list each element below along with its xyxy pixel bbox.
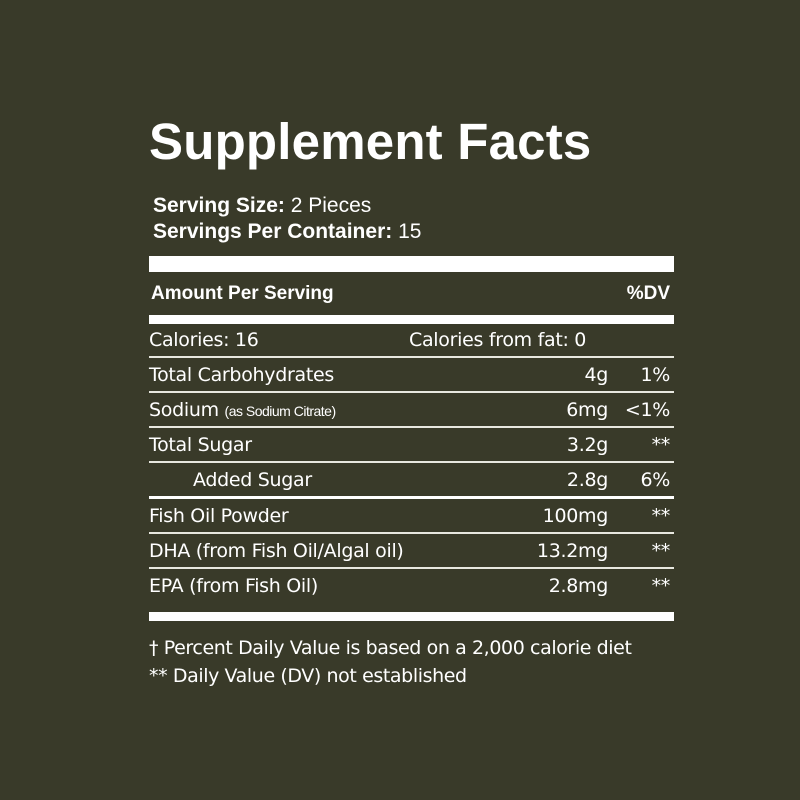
supplement-facts-panel: Supplement Facts Serving Size: 2 Pieces … <box>149 112 674 690</box>
divider <box>149 426 674 428</box>
nutrient-amount: 13.2mg <box>536 539 608 562</box>
nutrient-row: Total Carbohydrates 4g 1% <box>149 358 674 391</box>
nutrient-row: EPA (from Fish Oil) 2.8mg ** <box>149 569 674 602</box>
nutrient-amount: 6mg <box>566 398 608 421</box>
nutrient-amount: 2.8mg <box>548 574 609 597</box>
nutrient-dv: 1% <box>640 363 670 386</box>
nutrient-row: DHA (from Fish Oil/Algal oil) 13.2mg ** <box>149 534 674 567</box>
nutrient-dv: <1% <box>624 398 670 421</box>
nutrient-amount: 3.2g <box>566 433 608 456</box>
calories-from-fat: Calories from fat: 0 <box>409 329 587 351</box>
divider <box>149 496 674 499</box>
serving-info: Serving Size: 2 Pieces Servings Per Cont… <box>149 193 674 245</box>
divider <box>149 567 674 569</box>
divider <box>149 532 674 534</box>
serving-size-value: 2 Pieces <box>290 194 372 217</box>
servings-per-container: Servings Per Container: 15 <box>153 219 674 245</box>
footnotes: † Percent Daily Value is based on a 2,00… <box>149 634 674 690</box>
nutrient-amount: 2.8g <box>566 468 608 491</box>
nutrient-name: Sodium (as Sodium Citrate) <box>149 399 488 421</box>
amount-header: Amount Per Serving %DV <box>149 272 674 315</box>
bottom-divider <box>149 612 674 621</box>
nutrient-name: Added Sugar <box>193 468 312 491</box>
nutrient-dv: ** <box>651 433 671 456</box>
nutrient-row: Fish Oil Powder 100mg ** <box>149 499 674 532</box>
footnote-daily-value: † Percent Daily Value is based on a 2,00… <box>149 637 632 659</box>
nutrient-amount: 100mg <box>542 504 609 527</box>
calories-row: Calories: 16 Calories from fat: 0 <box>149 324 674 356</box>
nutrient-amount: 4g <box>584 363 608 386</box>
nutrient-name-text: Sodium <box>149 398 219 421</box>
servings-per-container-label: Servings Per Container: <box>153 220 393 243</box>
nutrient-name: Fish Oil Powder <box>149 504 289 527</box>
nutrient-dv: ** <box>651 504 671 527</box>
nutrient-row: Added Sugar 2.8g 6% <box>149 463 674 496</box>
nutrient-name: DHA (from Fish Oil/Algal oil) <box>149 539 404 562</box>
thick-divider <box>149 256 674 272</box>
dv-header: %DV <box>626 282 670 304</box>
servings-per-container-value: 15 <box>398 220 422 243</box>
divider <box>149 461 674 463</box>
nutrient-name: Total Carbohydrates <box>149 363 334 386</box>
nutrient-dv: 6% <box>640 468 670 491</box>
divider <box>149 391 674 393</box>
medium-divider <box>149 315 674 324</box>
nutrient-row: Total Sugar 3.2g ** <box>149 428 674 461</box>
calories: Calories: 16 <box>149 329 259 351</box>
serving-size-label: Serving Size: <box>153 194 285 217</box>
serving-size: Serving Size: 2 Pieces <box>153 193 674 219</box>
nutrient-name: Total Sugar <box>149 433 252 456</box>
title: Supplement Facts <box>149 113 592 170</box>
footnote-not-established: ** Daily Value (DV) not established <box>149 665 467 687</box>
nutrient-row: Sodium (as Sodium Citrate) 6mg <1% <box>149 393 674 426</box>
divider <box>149 356 674 358</box>
nutrient-note: (as Sodium Citrate) <box>224 402 337 419</box>
nutrient-name: EPA (from Fish Oil) <box>149 574 318 597</box>
amount-per-serving-label: Amount Per Serving <box>151 282 334 304</box>
nutrient-dv: ** <box>651 574 671 597</box>
nutrient-dv: ** <box>651 539 671 562</box>
